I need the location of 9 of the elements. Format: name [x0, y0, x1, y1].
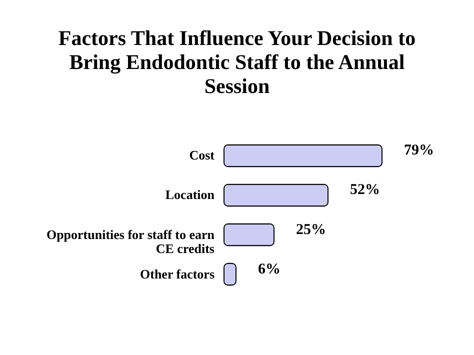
- chart-title: Factors That Influence Your Decision to Bring Endodontic Staff to the Annual Session: [58, 26, 416, 98]
- y-tick-label: Opportunities for staff to earn CE credits: [46, 226, 216, 256]
- y-tick-label: Location: [165, 187, 216, 202]
- data-label: 25%: [296, 222, 326, 238]
- data-label: 6%: [258, 261, 280, 278]
- data-label: 52%: [350, 182, 380, 198]
- data-label: 79%: [404, 142, 434, 159]
- y-tick-label: Other factors: [140, 266, 214, 282]
- y-tick-label: Cost: [189, 148, 216, 163]
